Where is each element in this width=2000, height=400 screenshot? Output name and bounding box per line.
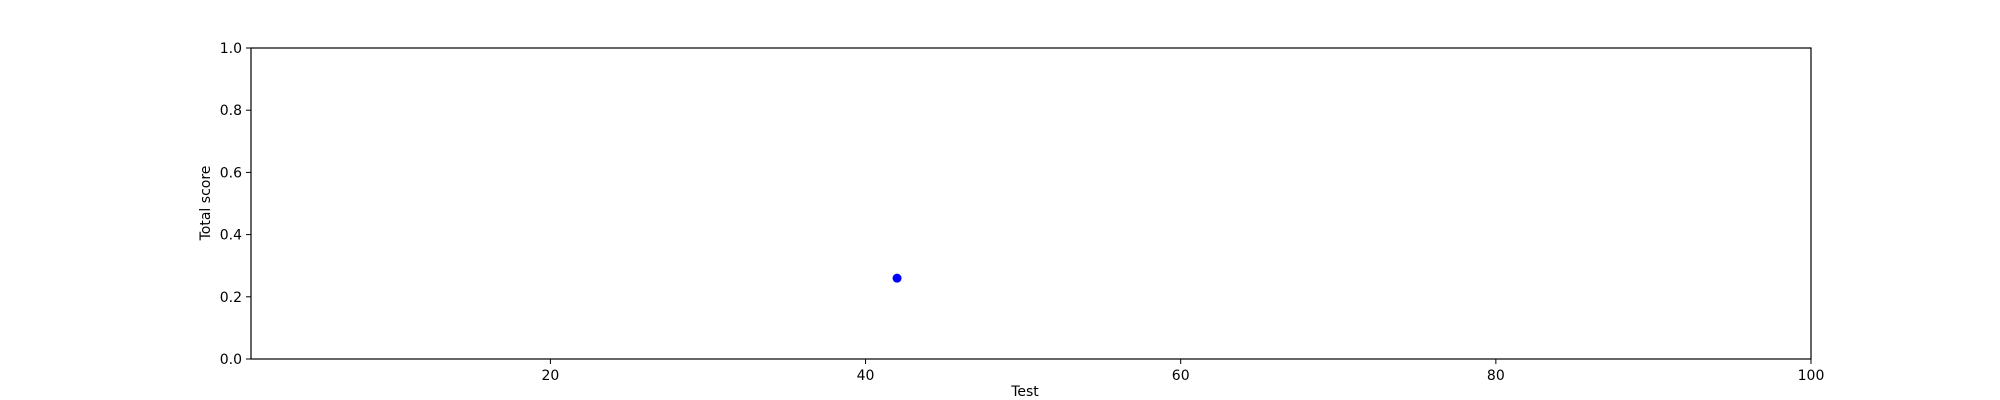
x-tick-label: 60 xyxy=(1172,368,1190,384)
y-tick-label: 0.8 xyxy=(220,103,242,119)
y-tick-label: 0.0 xyxy=(220,352,242,368)
x-tick-label: 40 xyxy=(857,368,875,384)
y-tick-label: 0.6 xyxy=(220,165,242,181)
y-tick-label: 0.2 xyxy=(220,290,242,306)
scatter-point xyxy=(892,273,902,283)
x-tick-label: 100 xyxy=(1798,368,1825,384)
plot-area: 20 40 60 80 100 0.0 0.2 0.4 0.6 0.8 1.0 xyxy=(220,41,1825,384)
x-tick-label: 80 xyxy=(1487,368,1505,384)
y-axis-label: Total score xyxy=(198,166,214,242)
plot-frame xyxy=(250,47,1812,360)
y-tick-label: 0.4 xyxy=(220,228,242,244)
x-axis-label: Test xyxy=(1010,384,1039,400)
x-tick-label: 20 xyxy=(541,368,559,384)
y-tick-label: 1.0 xyxy=(220,41,242,57)
